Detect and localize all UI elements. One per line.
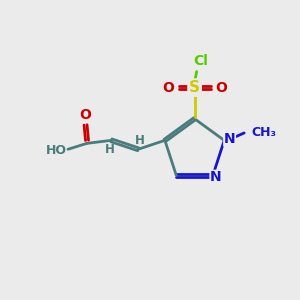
Text: CH₃: CH₃	[251, 126, 276, 140]
Text: N: N	[224, 132, 236, 146]
Text: HO: HO	[46, 144, 67, 157]
Text: Cl: Cl	[193, 54, 208, 68]
Text: H: H	[135, 134, 145, 147]
Text: N: N	[210, 170, 222, 184]
Text: O: O	[162, 81, 174, 94]
Text: O: O	[215, 81, 227, 94]
Text: O: O	[80, 108, 92, 122]
Text: H: H	[105, 143, 115, 156]
Text: S: S	[189, 80, 200, 95]
